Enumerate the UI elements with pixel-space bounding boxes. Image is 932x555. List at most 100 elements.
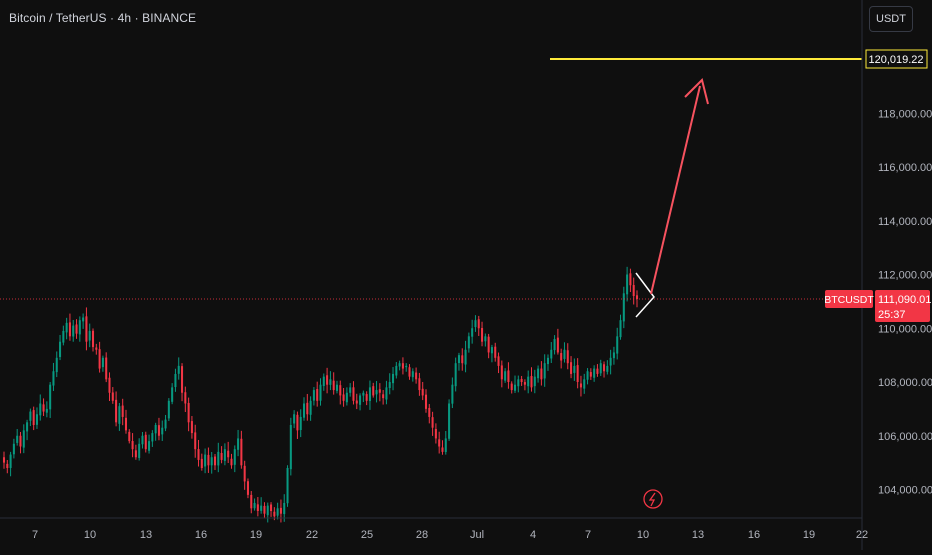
candle-body (431, 417, 434, 428)
candle (289, 417, 292, 476)
candle (362, 390, 365, 403)
candle-body (332, 380, 335, 391)
candle-body (82, 317, 85, 322)
candle-body (263, 505, 266, 514)
candle-body (616, 336, 619, 354)
candle-body (579, 383, 582, 388)
candle-body (385, 387, 388, 400)
candle (481, 321, 484, 347)
candle (39, 394, 42, 421)
candle (174, 368, 177, 392)
candle-body (128, 431, 131, 442)
candle (573, 358, 576, 381)
candle (111, 387, 114, 404)
candle-body (424, 394, 428, 409)
candle (296, 411, 299, 439)
candle (467, 332, 470, 353)
candle-body (266, 505, 269, 516)
candle-body (95, 347, 98, 350)
candle-body (398, 363, 401, 367)
candle (319, 378, 322, 406)
countdown-label: 25:37 (878, 309, 906, 321)
candle (326, 367, 329, 394)
candle-body (550, 349, 553, 359)
candle (500, 360, 503, 388)
candle-body (227, 450, 230, 458)
candle-body (12, 443, 15, 455)
candle-body (448, 403, 451, 439)
x-tick-label: 19 (250, 529, 262, 541)
candle (115, 391, 118, 427)
x-tick-label: 13 (692, 529, 704, 541)
candle (194, 424, 197, 458)
candle (78, 316, 81, 342)
candle (283, 494, 286, 522)
y-tick-label: 112,000.00 (878, 270, 932, 282)
candle-body (438, 439, 441, 447)
candle (35, 407, 38, 429)
candle-body (161, 427, 164, 435)
candle-body (421, 388, 424, 396)
candle-body (563, 349, 566, 359)
candle-body (2, 457, 6, 463)
candle-body (444, 438, 447, 453)
candle (82, 313, 85, 329)
x-tick-label: 10 (84, 529, 96, 541)
candle-body (583, 379, 586, 389)
candle (533, 369, 536, 394)
candle (157, 417, 160, 441)
candle-body (302, 403, 306, 418)
y-tick-label: 104,000.00 (878, 485, 932, 497)
candle-body (118, 406, 121, 424)
candle-body (213, 456, 217, 466)
candle (9, 451, 12, 477)
candle (98, 341, 101, 373)
candle-body (312, 390, 315, 401)
candle-body (527, 376, 530, 387)
candle (124, 409, 128, 434)
x-tick-label: 16 (748, 529, 760, 541)
candle-body (121, 405, 124, 417)
candle (415, 367, 418, 384)
candle-body (293, 414, 296, 424)
candle (105, 352, 108, 383)
candle-body (322, 376, 325, 387)
candle (246, 478, 249, 499)
candle-body (72, 325, 75, 337)
candle-body (593, 368, 596, 378)
candle (606, 360, 609, 375)
candle-body (553, 339, 556, 351)
currency-button[interactable]: USDT (869, 6, 913, 32)
candle (388, 373, 391, 395)
candle (593, 365, 596, 382)
candle (266, 502, 269, 523)
x-tick-label: 25 (361, 529, 373, 541)
candle-body (609, 357, 612, 366)
candle (398, 360, 401, 371)
y-tick-label: 110,000.00 (878, 323, 932, 335)
candle (484, 333, 487, 347)
candle (560, 348, 563, 369)
candle (454, 357, 457, 392)
candle-body (382, 394, 385, 399)
candle-body (457, 355, 460, 364)
candle (306, 393, 309, 421)
candle (45, 401, 48, 418)
candle-body (75, 324, 78, 334)
candle-body (329, 379, 332, 385)
candle (220, 446, 223, 464)
drawings (0, 58, 862, 509)
candle-body (237, 438, 240, 450)
candle-body (256, 504, 259, 511)
candle (431, 411, 434, 436)
candle-body (490, 347, 493, 354)
candle-body (184, 392, 187, 404)
candle-body (220, 452, 223, 460)
candle (576, 358, 579, 389)
candle-body (309, 400, 312, 415)
candle-body (451, 384, 454, 404)
candle (477, 315, 480, 336)
candle (68, 313, 71, 341)
